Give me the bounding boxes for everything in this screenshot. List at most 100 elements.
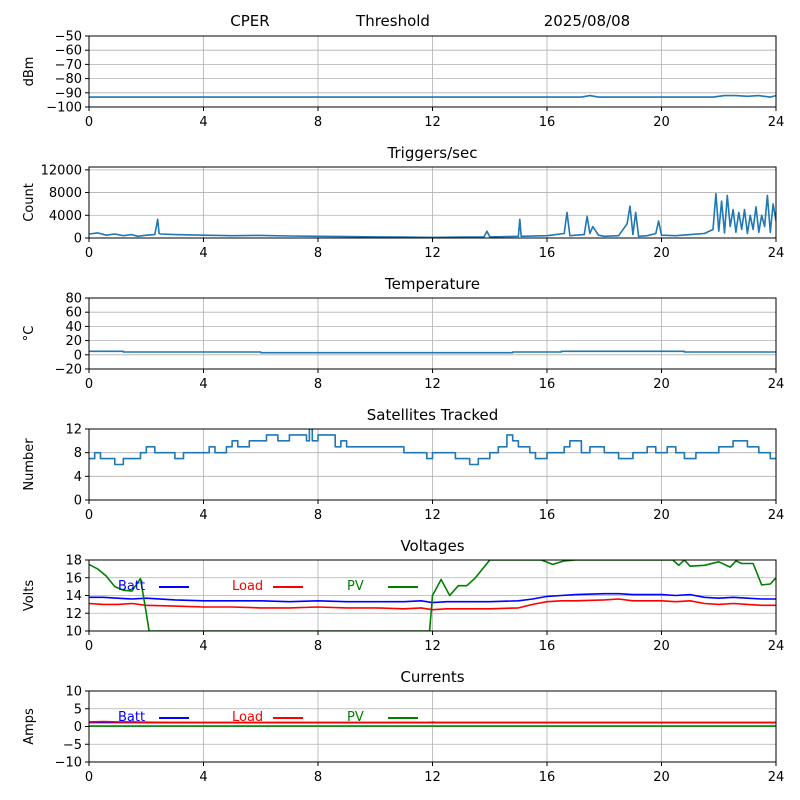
x-tick-label: 12: [424, 377, 441, 392]
x-tick-label: 16: [539, 770, 556, 785]
x-tick-label: 8: [314, 246, 322, 261]
y-tick-label: 60: [65, 306, 82, 321]
y-tick-label: 4000: [49, 209, 82, 224]
x-tick-label: 12: [424, 639, 441, 654]
y-tick-label: −10: [55, 756, 82, 771]
y-tick-label: 0: [74, 720, 82, 735]
x-tick-label: 12: [424, 508, 441, 523]
x-tick-label: 0: [85, 639, 93, 654]
legend-label-pv: PV: [347, 710, 364, 725]
x-tick-label: 20: [653, 115, 670, 130]
legend-label-load: Load: [232, 710, 263, 725]
x-tick-label: 4: [199, 246, 207, 261]
y-tick-label: −60: [55, 44, 82, 59]
series-line-triggers-0: [89, 192, 776, 238]
x-tick-label: 20: [653, 246, 670, 261]
x-tick-label: 4: [199, 770, 207, 785]
x-tick-label: 20: [653, 639, 670, 654]
x-tick-label: 16: [539, 508, 556, 523]
y-tick-label: 12: [65, 423, 82, 438]
y-axis-label: Amps: [22, 708, 37, 745]
x-tick-label: 8: [314, 770, 322, 785]
x-tick-label: 0: [85, 246, 93, 261]
series-line-temperature-0: [89, 350, 776, 354]
x-tick-label: 20: [653, 770, 670, 785]
y-tick-label: 10: [65, 625, 82, 640]
x-tick-label: 24: [768, 115, 785, 130]
y-tick-label: −20: [55, 363, 82, 378]
x-tick-label: 20: [653, 377, 670, 392]
y-tick-label: 10: [65, 685, 82, 700]
y-axis-label: Volts: [22, 580, 37, 612]
x-tick-label: 12: [424, 770, 441, 785]
y-tick-label: 20: [65, 334, 82, 349]
y-axis-label: dBm: [22, 57, 37, 87]
y-axis-label: Count: [22, 183, 37, 222]
x-tick-label: 0: [85, 770, 93, 785]
x-tick-label: 4: [199, 639, 207, 654]
y-tick-label: 16: [65, 571, 82, 586]
y-tick-label: 14: [65, 589, 82, 604]
panel-satellites: 0 4 8 12 16 20 24 0 4 8 12 Number Satellites Tracked: [22, 406, 784, 523]
y-axis-label: Number: [22, 438, 37, 491]
series-line-signal-0: [89, 94, 776, 98]
panel-voltages: 0 4 8 12 16 20 24 10 12 14 16 18 Volts Voltages Batt Lo…: [22, 537, 784, 654]
y-tick-label: 4: [74, 470, 82, 485]
x-tick-label: 4: [199, 115, 207, 130]
x-tick-label: 0: [85, 377, 93, 392]
y-tick-label: −90: [55, 86, 82, 101]
x-tick-label: 0: [85, 115, 93, 130]
y-tick-label: 0: [74, 348, 82, 363]
x-tick-label: 4: [199, 377, 207, 392]
x-tick-label: 24: [768, 770, 785, 785]
y-tick-label: −5: [63, 738, 82, 753]
series-line-satellites-0: [89, 429, 776, 466]
x-tick-label: 8: [314, 639, 322, 654]
date-title: 2025/08/08: [544, 12, 630, 30]
mode-title: Threshold: [355, 12, 430, 30]
y-tick-label: −80: [55, 72, 82, 87]
y-tick-label: 0: [74, 494, 82, 509]
y-tick-label: 40: [65, 320, 82, 335]
y-axis-label: °C: [22, 326, 37, 342]
y-tick-label: 12: [65, 607, 82, 622]
station-title: CPER: [230, 12, 269, 30]
x-tick-label: 24: [768, 377, 785, 392]
x-tick-label: 12: [424, 246, 441, 261]
legend-label-pv: PV: [347, 579, 364, 594]
x-tick-label: 8: [314, 508, 322, 523]
y-tick-label: 5: [74, 702, 82, 717]
x-tick-label: 24: [768, 246, 785, 261]
x-tick-label: 24: [768, 639, 785, 654]
y-tick-label: −70: [55, 58, 82, 73]
panel-signal: 0 4 8 12 16 20 24 −100−90−80−70−60−50 dBm: [22, 30, 784, 131]
x-tick-label: 4: [199, 508, 207, 523]
y-tick-label: −50: [55, 30, 82, 45]
legend-label-load: Load: [232, 579, 263, 594]
y-tick-label: 18: [65, 554, 82, 569]
panel-title: Currents: [400, 668, 464, 686]
panel-title: Voltages: [400, 537, 464, 555]
series-line-currents-load: [89, 720, 776, 724]
series-line-voltages-pv: [89, 560, 776, 631]
x-tick-label: 12: [424, 115, 441, 130]
panel-triggers: 0 4 8 12 16 20 24 0 4000 8000 12000 Count Triggers/s…: [22, 144, 784, 261]
x-tick-label: 16: [539, 377, 556, 392]
legend-label-batt: Batt: [118, 579, 145, 594]
x-tick-label: 16: [539, 639, 556, 654]
x-tick-label: 24: [768, 508, 785, 523]
y-tick-label: 8000: [49, 186, 82, 201]
series-line-voltages-batt: [89, 592, 776, 604]
x-tick-label: 20: [653, 508, 670, 523]
x-tick-label: 8: [314, 377, 322, 392]
y-tick-label: 80: [65, 292, 82, 307]
y-tick-label: 8: [74, 446, 82, 461]
y-tick-label: 0: [74, 232, 82, 247]
x-tick-label: 16: [539, 115, 556, 130]
x-tick-label: 0: [85, 508, 93, 523]
panel-title: Triggers/sec: [387, 144, 478, 162]
legend-label-batt: Batt: [118, 710, 145, 725]
panel-currents: 0 4 8 12 16 20 24 −10 −5 0 5 10 Amps Currents Batt Load…: [22, 668, 784, 785]
